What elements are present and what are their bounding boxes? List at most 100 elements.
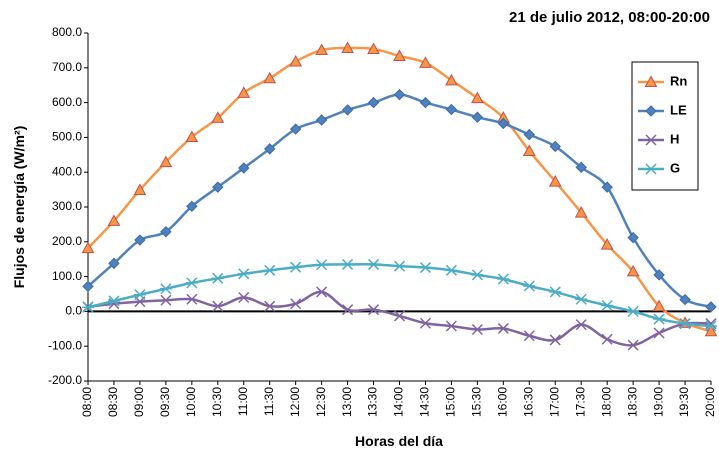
marker [107, 295, 120, 307]
marker [393, 260, 406, 272]
marker [393, 310, 406, 322]
marker [523, 280, 536, 292]
marker [315, 114, 328, 126]
marker [393, 88, 406, 101]
marker [419, 96, 432, 109]
y-tick-label: 500.0 [52, 130, 82, 144]
marker [160, 226, 172, 238]
legend-label: H [670, 131, 679, 146]
marker [601, 299, 614, 312]
marker [315, 259, 328, 271]
marker [652, 299, 666, 312]
x-tick-label: 10:00 [184, 387, 198, 417]
marker [237, 86, 251, 98]
marker [626, 264, 640, 277]
marker [367, 258, 380, 270]
x-tick-label: 11:30 [262, 387, 276, 416]
marker [523, 330, 535, 342]
marker [186, 293, 198, 305]
marker [107, 214, 121, 226]
x-tick-label: 20:00 [703, 387, 717, 417]
marker [159, 155, 173, 168]
marker [237, 268, 250, 280]
marker [471, 111, 484, 123]
marker [600, 238, 614, 250]
marker [497, 273, 510, 285]
x-tick-label: 17:00 [547, 387, 561, 417]
marker [315, 43, 328, 56]
x-tick-label: 12:00 [288, 387, 302, 417]
marker [471, 91, 484, 104]
x-tick-label: 16:30 [521, 387, 535, 417]
marker [575, 293, 588, 305]
marker [445, 73, 458, 86]
x-tick-label: 08:00 [80, 387, 94, 417]
marker [653, 327, 665, 339]
marker [211, 272, 224, 284]
y-tick-label: 400.0 [52, 164, 82, 178]
legend-label: G [670, 160, 680, 175]
marker [522, 144, 536, 156]
marker [263, 264, 276, 276]
x-tick-label: 19:00 [651, 387, 665, 417]
y-tick-label: 800.0 [52, 25, 82, 39]
x-tick-label: 08:30 [106, 387, 120, 417]
marker [601, 333, 613, 345]
marker [341, 41, 354, 53]
marker [263, 71, 277, 84]
marker [705, 320, 717, 332]
marker [679, 293, 691, 306]
marker [645, 134, 657, 146]
y-tick-label: -100.0 [48, 338, 82, 352]
chart-title: 21 de julio 2012, 08:00-20:00 [509, 9, 710, 26]
legend-label: LE [670, 102, 687, 117]
marker [316, 286, 328, 298]
x-tick-label: 14:00 [392, 387, 406, 417]
legend-label: Rn [670, 73, 687, 88]
marker [160, 294, 172, 306]
y-tick-label: -200.0 [48, 373, 82, 387]
y-tick-label: 0.0 [65, 304, 82, 318]
y-tick-label: 100.0 [52, 269, 82, 283]
x-tick-label: 12:30 [314, 387, 328, 417]
marker [419, 56, 432, 68]
x-axis-label: Horas del día [355, 433, 443, 449]
x-tick-label: 17:30 [573, 387, 587, 417]
marker [211, 111, 225, 123]
y-axis-label: Flujos de energía (W/m²) [11, 126, 27, 289]
marker [644, 75, 658, 87]
y-tick-label: 600.0 [52, 95, 82, 109]
marker [212, 300, 224, 312]
marker [574, 206, 588, 218]
marker [264, 143, 276, 155]
marker [133, 183, 147, 195]
marker [445, 103, 458, 116]
x-tick-label: 11:00 [236, 387, 250, 416]
series-line [87, 290, 712, 347]
marker [82, 280, 94, 293]
marker [367, 96, 380, 109]
marker [548, 175, 562, 187]
marker [445, 264, 458, 276]
marker [497, 117, 510, 130]
x-tick-label: 10:30 [210, 387, 224, 417]
marker [523, 128, 535, 141]
marker [238, 291, 250, 304]
marker [679, 318, 692, 330]
marker [627, 231, 639, 244]
x-tick-label: 09:00 [132, 387, 146, 417]
marker [575, 161, 587, 174]
marker [342, 304, 354, 316]
marker [289, 54, 303, 67]
marker [705, 301, 717, 313]
marker [471, 323, 483, 336]
marker [82, 301, 94, 313]
marker [445, 320, 457, 332]
marker [549, 286, 562, 298]
x-tick-label: 18:00 [599, 387, 613, 417]
marker [264, 300, 276, 312]
marker [419, 262, 432, 274]
marker [368, 304, 380, 316]
marker [627, 305, 640, 317]
